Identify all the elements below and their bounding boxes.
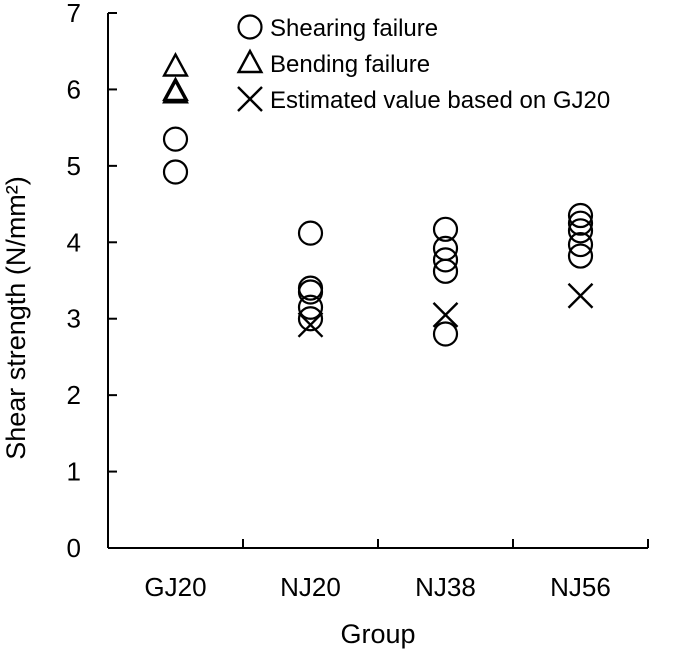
legend-circle-icon: [237, 14, 263, 40]
triangle-point: [162, 51, 189, 77]
y-tick-label: 4: [67, 227, 81, 257]
circle-point: [567, 202, 594, 229]
cross-point: [567, 282, 594, 309]
legend-label: Shearing failure: [270, 15, 438, 42]
y-tick-label: 1: [67, 457, 81, 487]
circle-point: [162, 159, 189, 185]
y-tick-label: 3: [67, 304, 81, 334]
y-tick-label: 6: [67, 74, 81, 104]
x-axis-ticks: GJ20 NJ20 NJ38 NJ56: [144, 539, 649, 602]
legend-label: Estimated value based on GJ20: [270, 87, 610, 114]
y-axis-ticks: 0 1 2 3 4 5 6 7: [67, 0, 117, 563]
y-tick-label: 5: [67, 151, 81, 181]
x-axis-label: Group: [340, 619, 415, 649]
x-tick-label: NJ38: [415, 572, 476, 602]
circle-point: [567, 218, 594, 244]
x-tick-label: NJ20: [280, 572, 341, 602]
circle-point: [297, 306, 324, 332]
circle-point: [432, 247, 459, 273]
y-axis-label: Shear strength (N/mm²): [1, 176, 31, 460]
circle-point: [567, 243, 594, 269]
data-points: [162, 51, 594, 347]
circle-point: [297, 294, 324, 320]
circle-point: [567, 210, 594, 236]
legend: Shearing failure Bending failure Estimated…: [236, 14, 610, 114]
circle-point: [432, 216, 459, 242]
circle-point: [297, 279, 324, 305]
x-tick-label: NJ56: [550, 572, 611, 602]
y-tick-label: 0: [67, 533, 81, 563]
y-tick-label: 2: [67, 380, 81, 410]
legend-label: Bending failure: [270, 51, 430, 78]
circle-point: [162, 126, 189, 152]
circle-point: [432, 258, 459, 284]
circle-point: [297, 220, 324, 246]
triangle-point: [162, 78, 189, 104]
legend-triangle-icon: [236, 48, 264, 74]
x-tick-label: GJ20: [144, 572, 206, 602]
legend-cross-icon: [237, 86, 263, 112]
circle-point: [432, 321, 459, 347]
y-tick-label: 7: [67, 0, 81, 28]
cross-point: [297, 311, 324, 338]
circle-point: [567, 231, 594, 258]
cross-point: [432, 302, 459, 328]
